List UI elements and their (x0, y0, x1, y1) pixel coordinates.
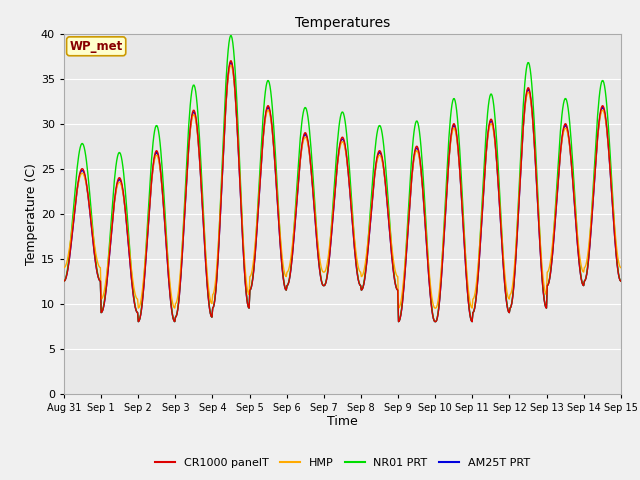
Text: WP_met: WP_met (70, 40, 123, 53)
Y-axis label: Temperature (C): Temperature (C) (25, 163, 38, 264)
Title: Temperatures: Temperatures (295, 16, 390, 30)
X-axis label: Time: Time (327, 415, 358, 429)
Legend: CR1000 panelT, HMP, NR01 PRT, AM25T PRT: CR1000 panelT, HMP, NR01 PRT, AM25T PRT (150, 453, 534, 472)
